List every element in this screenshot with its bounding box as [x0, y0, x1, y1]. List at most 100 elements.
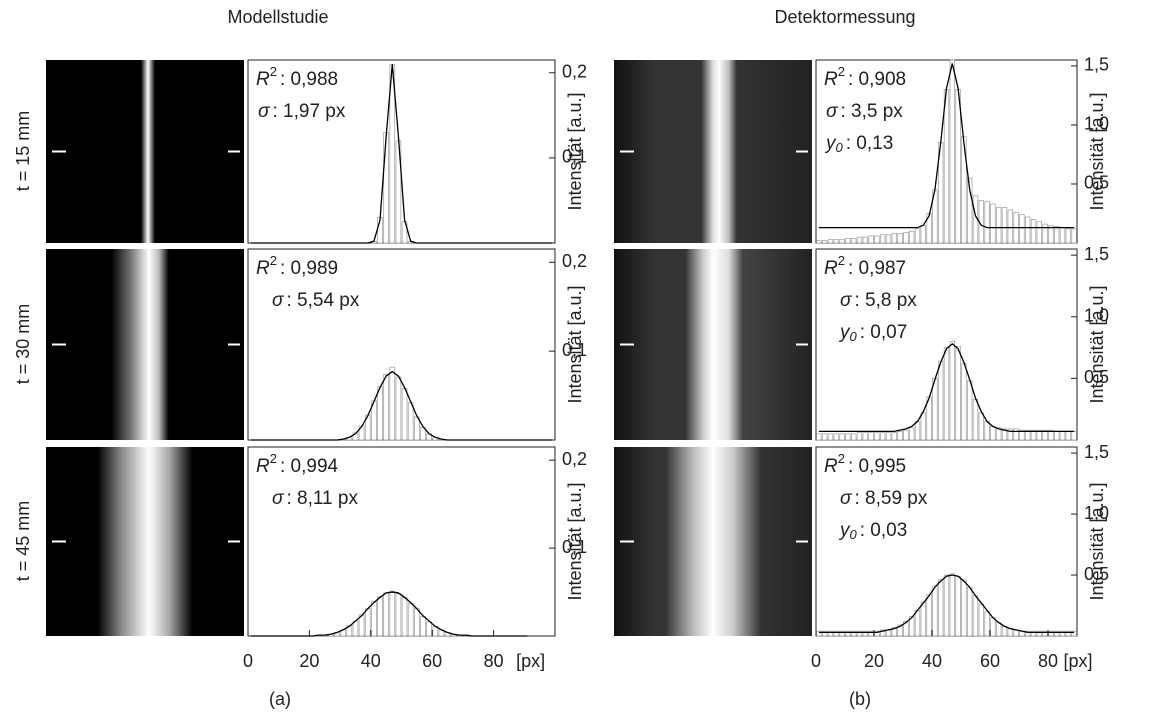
x-tick-label: 40	[922, 651, 942, 671]
histogram-bar	[938, 579, 944, 637]
histogram-bar	[851, 237, 857, 244]
histogram-bar	[909, 230, 915, 244]
histogram-bar	[967, 586, 973, 637]
plot-frame	[247, 59, 556, 244]
histogram-bar	[1025, 630, 1031, 637]
histogram-bar	[1042, 223, 1048, 244]
row-label: t = 45 mm	[13, 501, 33, 582]
histogram-bar	[395, 376, 402, 441]
histogram-bar	[401, 596, 408, 637]
y-tick-label: 1,0	[1084, 306, 1109, 326]
x-axis-label: [px]	[516, 651, 545, 671]
histogram-bar	[943, 347, 950, 441]
histogram-bar	[897, 431, 903, 441]
annotation-symbol: R	[256, 456, 270, 477]
y-tick-label: 1,5	[1084, 244, 1109, 264]
histogram-bar	[389, 366, 396, 441]
histogram-bar	[990, 203, 996, 244]
histogram-bar	[909, 616, 915, 637]
histogram-bar	[880, 629, 886, 637]
histogram-bar	[856, 432, 863, 441]
histogram-bar	[874, 235, 880, 244]
fit-annotation: y0: 0,13	[824, 133, 893, 155]
fit-curve	[251, 591, 528, 637]
histogram-bar	[1030, 219, 1037, 244]
annotation-superscript: 2	[838, 451, 845, 466]
histogram-bar	[990, 426, 996, 441]
histogram-bar	[1001, 625, 1008, 637]
histogram-bar	[932, 378, 938, 441]
row-label: t = 15 mm	[13, 111, 33, 192]
x-tick-label: 40	[361, 651, 381, 671]
histogram-bar	[839, 239, 845, 244]
histogram-bar	[383, 131, 389, 244]
fit-annotation: σ: 5,54 px	[272, 290, 360, 311]
histogram-bar	[822, 630, 828, 637]
fit-curve	[251, 370, 552, 441]
histogram-bar	[996, 622, 1002, 637]
histogram-bar	[920, 412, 926, 441]
histogram-bar	[1007, 209, 1013, 244]
annotation-subscript: 0	[836, 140, 844, 155]
annotation-symbol: y	[838, 520, 851, 541]
annotation-symbol: σ	[272, 488, 285, 509]
histogram-bar	[833, 239, 839, 244]
annotation-text: : 0,13	[846, 133, 894, 154]
histogram-bar	[868, 432, 874, 441]
annotation-superscript: 2	[270, 451, 277, 466]
fit-annotation: σ: 8,59 px	[840, 488, 928, 509]
annotation-symbol: σ	[826, 101, 839, 122]
intensity-image	[46, 447, 244, 636]
intensity-image	[614, 447, 812, 636]
y-tick-label: 0,2	[562, 449, 587, 469]
plot-frame	[247, 446, 556, 637]
histogram-bar	[967, 380, 973, 441]
fit-curve	[251, 64, 552, 244]
histogram-bar	[1059, 431, 1066, 441]
x-tick-label: 80	[1038, 651, 1058, 671]
histogram-bar	[827, 630, 834, 637]
y-axis-label: Intensität [a.u.]	[565, 482, 585, 600]
histogram-bar	[383, 592, 389, 637]
y-axis-label: Intensität [a.u.]	[565, 92, 585, 210]
histogram-bar	[1054, 630, 1060, 637]
histogram-bar	[1007, 628, 1013, 637]
annotation-superscript: 2	[838, 64, 845, 79]
fit-annotation: R2: 0,908	[824, 64, 906, 90]
histogram-bar	[885, 432, 892, 441]
histogram-bar	[346, 625, 353, 637]
histogram-bar	[903, 429, 909, 441]
histogram-bar	[996, 207, 1002, 244]
histogram-bar	[955, 345, 961, 441]
annotation-superscript: 2	[838, 253, 845, 268]
histogram-bar	[389, 590, 396, 637]
histogram-bar	[874, 630, 880, 637]
histogram-bar	[1048, 224, 1054, 244]
intensity-image	[614, 60, 812, 243]
histogram-bar	[1071, 431, 1077, 441]
x-tick-label: 0	[243, 651, 253, 671]
histogram-bar	[891, 432, 897, 441]
histogram-bar	[1048, 429, 1054, 441]
histogram-bar	[1036, 630, 1042, 637]
annotation-text: : 0,995	[848, 456, 906, 477]
histogram-bar	[903, 232, 909, 244]
histogram-bar	[827, 239, 834, 244]
histogram-bar	[845, 237, 851, 244]
histogram-bar	[833, 433, 839, 441]
panel-label: (a)	[269, 689, 291, 709]
histogram-bar	[943, 574, 950, 637]
histogram-bar	[395, 593, 402, 637]
histogram-bar	[833, 630, 839, 637]
fit-curve	[818, 63, 1075, 229]
histogram-bar	[897, 624, 903, 637]
fit-annotation: R2: 0,989	[256, 253, 338, 279]
annotation-text: : 0,994	[280, 456, 339, 477]
histogram-bar	[851, 433, 857, 441]
annotation-text: : 0,03	[860, 520, 908, 541]
fit-annotation: y0: 0,03	[838, 520, 907, 542]
annotation-text: : 0,07	[860, 322, 908, 343]
panel-label: (b)	[849, 689, 871, 709]
histogram-bar	[868, 235, 874, 244]
